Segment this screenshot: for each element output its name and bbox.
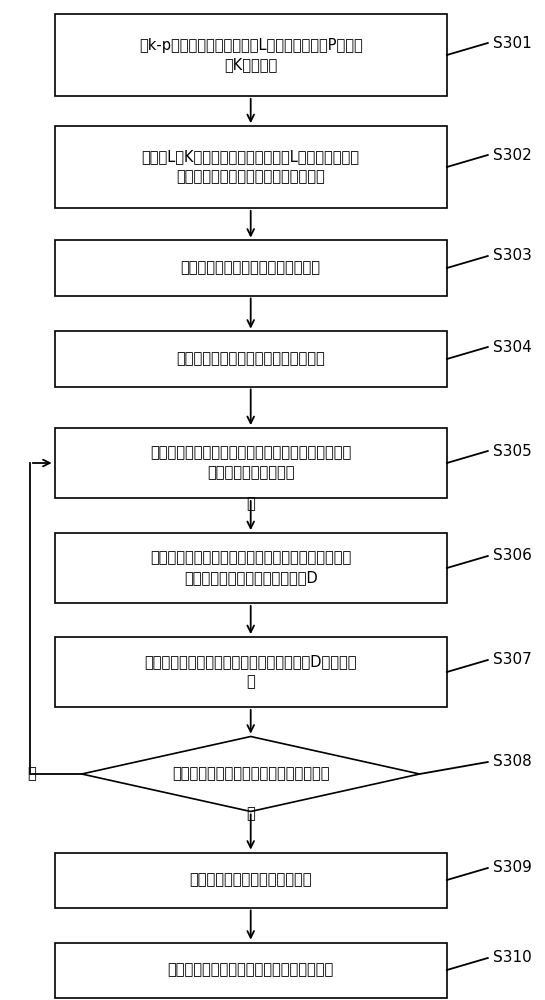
Text: 将所述更新矩阵转换成重建图像: 将所述更新矩阵转换成重建图像 bbox=[190, 872, 312, 888]
Text: S304: S304 bbox=[493, 340, 532, 355]
Text: S303: S303 bbox=[493, 248, 532, 263]
Text: 否: 否 bbox=[27, 766, 36, 782]
Bar bbox=[54, 942, 447, 998]
Text: 对所述重建图像进行拟合，获取磁共振参数: 对所述重建图像进行拟合，获取磁共振参数 bbox=[167, 962, 334, 978]
Text: S305: S305 bbox=[493, 444, 532, 458]
Text: 将所述待优化的图像转换为图像矩阵: 将所述待优化的图像转换为图像矩阵 bbox=[181, 260, 320, 275]
Text: 是: 是 bbox=[246, 496, 255, 512]
Text: S306: S306 bbox=[493, 548, 532, 564]
Text: S308: S308 bbox=[493, 754, 532, 770]
Text: 将所述图像矩阵输入预设图像重建模型: 将所述图像矩阵输入预设图像重建模型 bbox=[177, 352, 325, 366]
Bar bbox=[54, 126, 447, 208]
Bar bbox=[54, 533, 447, 603]
Bar bbox=[54, 14, 447, 96]
Text: 对所述图像矩阵的每一列进行非自适应的稀疏变换，
生成第一稀疏系数矩阵: 对所述图像矩阵的每一列进行非自适应的稀疏变换， 生成第一稀疏系数矩阵 bbox=[150, 446, 352, 480]
Bar bbox=[54, 332, 447, 386]
Text: 判断所述更新矩阵是否满足预设终止条件: 判断所述更新矩阵是否满足预设终止条件 bbox=[172, 766, 329, 782]
Text: S309: S309 bbox=[493, 860, 532, 876]
Text: 是: 是 bbox=[246, 806, 255, 822]
Text: 对k-p空间进行欠采样，得到L个参数编码维度P的欠采
样K空间信号: 对k-p空间进行欠采样，得到L个参数编码维度P的欠采 样K空间信号 bbox=[139, 38, 362, 72]
Text: 对所述第一稀疏系数进行自适应的字典学习，生成第
二稀疏系数矩阵和稀疏表示字典D: 对所述第一稀疏系数进行自适应的字典学习，生成第 二稀疏系数矩阵和稀疏表示字典D bbox=[150, 551, 352, 585]
Text: S310: S310 bbox=[493, 950, 532, 966]
Bar bbox=[54, 240, 447, 296]
Bar bbox=[54, 852, 447, 908]
Text: 固定所述第二稀疏系数矩阵和稀疏表示字典D，更新矩
阵: 固定所述第二稀疏系数矩阵和稀疏表示字典D，更新矩 阵 bbox=[144, 655, 357, 689]
Bar bbox=[54, 428, 447, 498]
Text: 对所述L个K空间信号进行重建，生成L个临时的重建图
像，将所述重建图像作为待优化的图像: 对所述L个K空间信号进行重建，生成L个临时的重建图 像，将所述重建图像作为待优化… bbox=[142, 150, 360, 184]
Text: S301: S301 bbox=[493, 35, 532, 50]
Text: S307: S307 bbox=[493, 652, 532, 668]
Polygon shape bbox=[82, 736, 420, 812]
Bar bbox=[54, 637, 447, 707]
Text: S302: S302 bbox=[493, 147, 532, 162]
